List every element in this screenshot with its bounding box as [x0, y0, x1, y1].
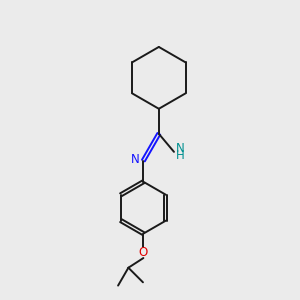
- Text: N: N: [131, 154, 140, 166]
- Text: O: O: [139, 246, 148, 259]
- Text: H: H: [176, 149, 185, 162]
- Text: N: N: [176, 142, 185, 155]
